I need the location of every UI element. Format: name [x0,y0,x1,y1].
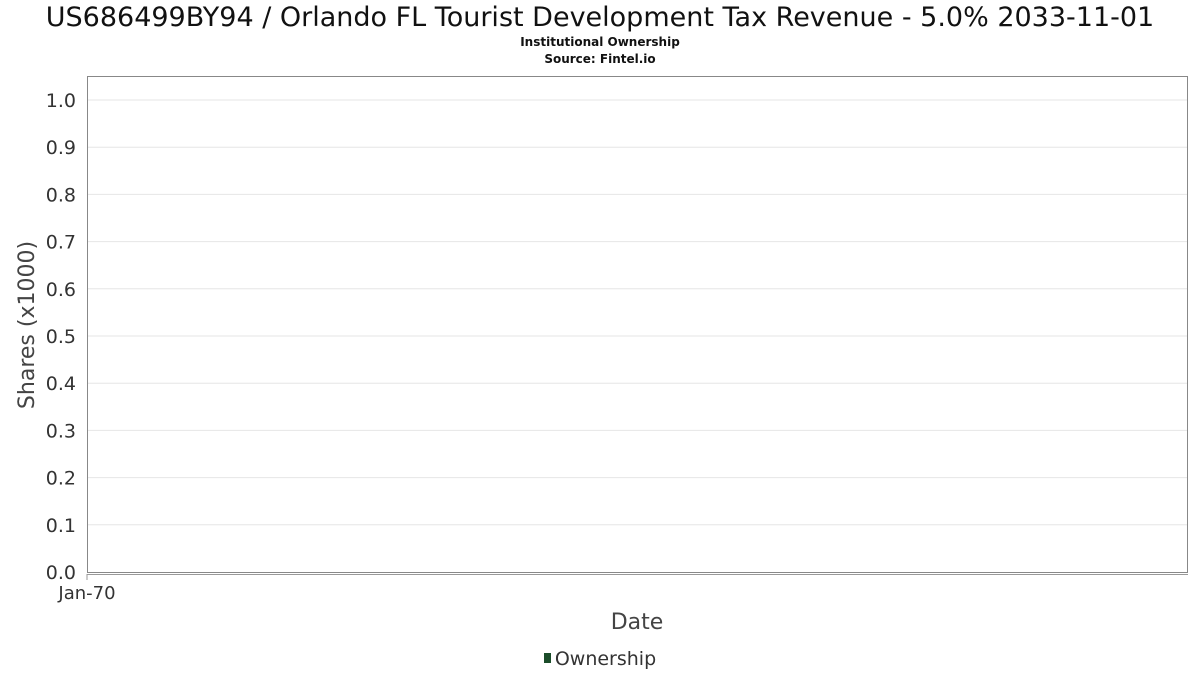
y-tick-label: 0.0 [46,562,76,584]
y-tick-label: 1.0 [46,90,76,112]
chart-svg: 0.0 0.1 0.2 0.3 0.4 0.5 0.6 0.7 0.8 0.9 1.0 Jan-70… [15,76,1188,635]
chart-source: Source: Fintel.io [544,52,656,66]
x-axis-label: Date [611,610,664,635]
chart-subtitle: Institutional Ownership [520,35,680,49]
y-tick-label: 0.2 [46,468,76,490]
plot-area [87,76,1188,573]
y-tick-label: 0.9 [46,137,76,159]
y-tick-label: 0.8 [46,184,76,206]
y-axis-label: Shares (x1000) [15,241,40,409]
grid-lines [88,99,1187,526]
legend-label-ownership: Ownership [554,648,657,670]
y-tick-label: 0.5 [46,326,76,348]
legend-swatch-ownership [543,653,551,663]
y-tick-label: 0.1 [46,515,76,537]
chart-title: US686499BY94 / Orlando FL Tourist Develo… [45,2,1155,33]
legend: Ownership [0,647,1200,671]
x-tick-label: Jan-70 [57,583,115,604]
y-tick-label: 0.7 [46,232,76,254]
y-tick-label: 0.3 [46,420,76,442]
y-tick-label: 0.4 [46,373,76,395]
y-tick-label: 0.6 [46,279,76,301]
y-tick-labels: 0.0 0.1 0.2 0.3 0.4 0.5 0.6 0.7 0.8 0.9 1.0 [46,90,76,584]
